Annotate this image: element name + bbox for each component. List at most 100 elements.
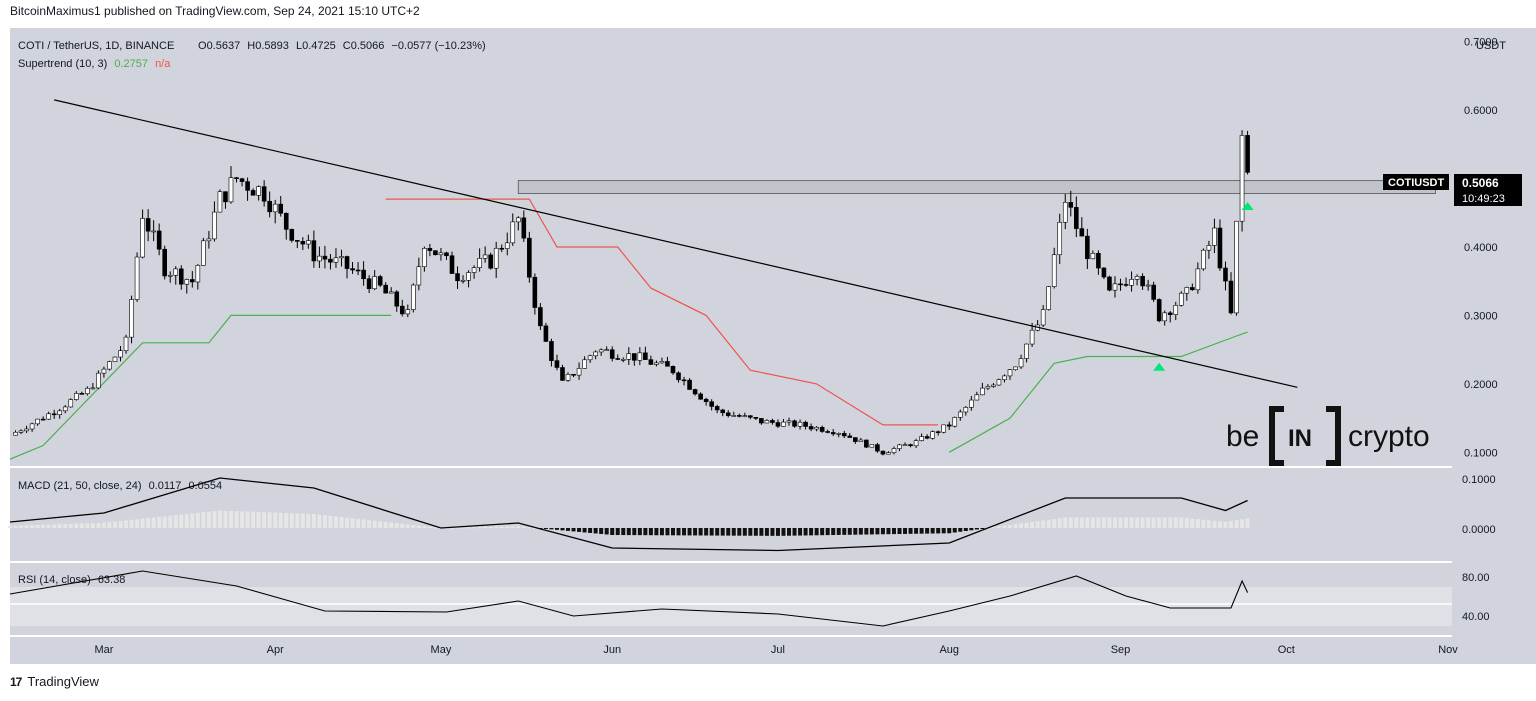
macd-hist-bar-16 <box>96 522 101 528</box>
macd-hist-bar-11 <box>68 523 73 528</box>
macd-hist-bar-69 <box>389 522 394 528</box>
candle-body-91 <box>515 217 521 223</box>
candle-body-113 <box>637 352 643 361</box>
candle-body-39 <box>228 177 234 203</box>
macd-hist-bar-185 <box>1030 522 1035 528</box>
candle-body-34 <box>201 240 206 266</box>
macd-hist-bar-36 <box>206 511 211 528</box>
candle-body-26 <box>156 230 162 250</box>
macd-hist-bar-183 <box>1019 523 1024 528</box>
candle-body-175 <box>980 387 985 396</box>
candle-body-200 <box>1118 283 1123 286</box>
candle-body-56 <box>322 255 328 260</box>
candle-body-69 <box>394 291 400 307</box>
macd-hist-bar-25 <box>146 518 151 528</box>
supertrend-resistance-line <box>385 198 939 426</box>
macd-hist-bar-122 <box>682 528 687 536</box>
candle-body-119 <box>670 365 676 374</box>
macd-hist-bar-37 <box>212 511 217 528</box>
watermark-be: be <box>1226 420 1259 453</box>
macd-hist-bar-142 <box>792 528 797 536</box>
candle-body-93 <box>527 237 532 278</box>
macd-hist-bar-92 <box>516 526 521 528</box>
candle-body-109 <box>615 358 621 360</box>
candle-body-108 <box>609 349 615 359</box>
macd-hist-bar-112 <box>626 528 631 536</box>
macd-hist-bar-179 <box>996 526 1001 528</box>
candle-layer <box>13 130 1250 456</box>
tradingview-footer[interactable]: 17 TradingView <box>10 674 99 689</box>
macd-hist-bar-115 <box>643 528 648 536</box>
candle-body-141 <box>792 420 797 427</box>
macd-hist-bar-63 <box>356 518 361 528</box>
candle-body-214 <box>1195 268 1201 291</box>
candle-body-219 <box>1223 267 1228 282</box>
legend-ohlc: O0.5637 H0.5893 L0.4725 C0.5066 −0.0577 … <box>198 40 486 52</box>
macd-hist-bar-182 <box>1013 524 1018 528</box>
chart-area[interactable]: COTI / TetherUS, 1D, BINANCE O0.5637 H0.… <box>0 28 1536 664</box>
candle-body-70 <box>399 305 405 315</box>
c-value: 0.5066 <box>351 40 385 52</box>
resistance-zone <box>517 180 1436 195</box>
macd-line <box>9 477 1248 552</box>
macd-hist-bar-141 <box>787 528 792 536</box>
candle-body-13 <box>85 387 90 395</box>
macd-legend: MACD (21, 50, close, 24) 0.0117 0.0554 <box>18 480 222 492</box>
candle-body-36 <box>212 211 217 240</box>
macd-hist-bar-1 <box>13 525 18 528</box>
macd-hist-bar-110 <box>615 528 620 536</box>
price-tick-6: 0.1000 <box>1464 447 1498 459</box>
candle-body-206 <box>1151 284 1156 300</box>
macd-hist-bar-75 <box>422 526 427 528</box>
candle-body-111 <box>626 353 632 360</box>
candle-body-7 <box>51 413 57 416</box>
macd-hist-bar-108 <box>604 528 609 535</box>
supertrend-na: n/a <box>155 58 171 70</box>
macd-hist-bar-117 <box>654 528 659 536</box>
candle-body-30 <box>178 268 184 285</box>
candle-body-212 <box>1184 287 1190 294</box>
candle-body-188 <box>1051 254 1057 287</box>
macd-hist-bar-87 <box>488 526 493 528</box>
supertrend-layer <box>9 198 1248 460</box>
candle-body-50 <box>289 229 295 241</box>
macd-pane-bg[interactable] <box>10 468 1452 561</box>
macd-hist-bar-104 <box>582 528 587 533</box>
macd-hist-bar-3 <box>24 525 29 528</box>
macd-hist-bar-82 <box>461 527 466 529</box>
candle-body-178 <box>996 379 1002 386</box>
candle-body-167 <box>935 431 941 433</box>
candle-body-133 <box>748 415 753 418</box>
candle-body-199 <box>1112 283 1118 291</box>
macd-hist-bar-184 <box>1024 522 1029 528</box>
macd-hist-bar-54 <box>306 513 311 528</box>
macd-hist-bar-109 <box>610 528 615 535</box>
macd-hist-bar-20 <box>118 521 123 528</box>
time-axis-bg <box>10 637 1452 664</box>
candle-body-177 <box>991 384 996 387</box>
macd-hist-bar-147 <box>820 528 825 536</box>
macd-hist-bar-70 <box>394 523 399 528</box>
candle-body-67 <box>383 284 388 294</box>
candle-body-103 <box>582 359 587 369</box>
macd-hist-bar-159 <box>886 528 891 535</box>
candle-body-88 <box>499 247 505 250</box>
macd-hist-bar-125 <box>698 528 703 536</box>
price-chart[interactable]: COTI / TetherUS, 1D, BINANCE O0.5637 H0.… <box>0 28 1536 664</box>
candle-body-112 <box>632 353 637 361</box>
candle-body-142 <box>797 421 803 427</box>
macd-hist-bar-114 <box>637 528 642 536</box>
candle-body-97 <box>549 341 554 361</box>
macd-hist-bar-221 <box>1229 521 1234 528</box>
rsi-label: RSI (14, close) <box>18 574 91 586</box>
macd-hist-bar-220 <box>1223 521 1228 528</box>
candle-body-71 <box>405 309 411 315</box>
candle-body-176 <box>985 386 991 389</box>
price-pane-bg[interactable] <box>10 28 1452 466</box>
macd-hist-bar-24 <box>140 518 145 528</box>
macd-hist-bar-106 <box>593 528 598 534</box>
candle-body-223 <box>1245 135 1250 173</box>
macd-hist-bar-210 <box>1168 517 1173 528</box>
becrypto-watermark: be IN crypto <box>1226 406 1430 466</box>
candle-body-140 <box>786 420 792 423</box>
